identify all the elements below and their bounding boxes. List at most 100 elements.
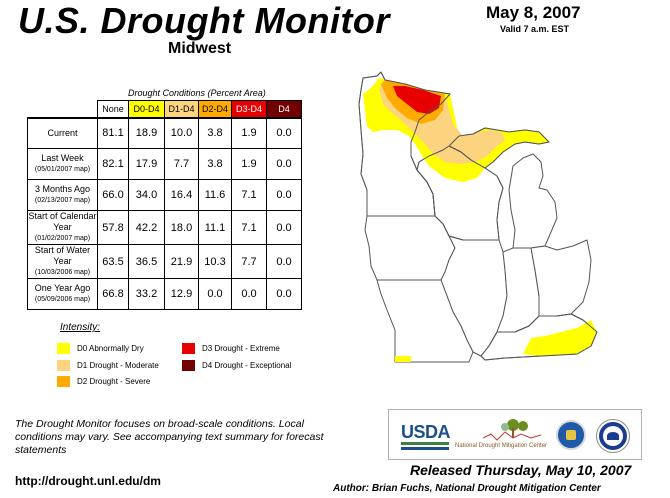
state-border-michigan-up [448, 127, 550, 169]
col-d3-d4: D3-D4 [231, 100, 267, 118]
cell: 0.0 [266, 116, 302, 149]
map-title: U.S. Drought Monitor [18, 0, 390, 41]
ndmc-label: National Drought Mitigation Center [455, 443, 548, 449]
release-date: Released Thursday, May 10, 2007 [410, 462, 632, 478]
legend-label: D1 Drought - Moderate [77, 361, 159, 370]
state-ohio [530, 239, 592, 317]
cell: 81.1 [97, 116, 129, 149]
drought-conditions-table: None D0-D4 D1-D4 D2-D4 D3-D4 D4 Current … [27, 100, 302, 310]
state-border-minnesota [358, 71, 451, 217]
row-label: 3 Months Ago (02/13/2007 map) [27, 179, 98, 211]
legend-swatch [57, 376, 70, 387]
website-link[interactable]: http://drought.unl.edu/dm [15, 474, 161, 488]
state-michigan-lp [508, 153, 558, 249]
col-d2-d4: D2-D4 [198, 100, 232, 118]
cell: 1.9 [231, 148, 267, 180]
cell: 3.8 [198, 148, 232, 180]
row-label: Current [27, 116, 98, 149]
legend-swatch [57, 343, 70, 354]
usda-logo: USDA [401, 422, 451, 442]
cell: 42.2 [128, 210, 165, 245]
cell: 17.9 [128, 148, 165, 180]
cell: 34.0 [128, 179, 165, 211]
table-row: Current 81.1 18.9 10.0 3.8 1.9 0.0 [27, 116, 302, 149]
legend-swatch [182, 343, 195, 354]
legend-label: D4 Drought - Exceptional [202, 361, 292, 370]
cell: 12.9 [164, 278, 199, 310]
table-row: One Year Ago (05/09/2006 map) 66.8 33.2 1… [27, 278, 302, 310]
state-border-kentucky [480, 313, 598, 361]
usda-stripe [401, 447, 449, 450]
region-label: Midwest [168, 40, 232, 57]
legend-item-d0: D0 Abnormally Dry [57, 343, 144, 354]
midwest-map [358, 71, 598, 363]
legend-label: D0 Abnormally Dry [77, 344, 144, 353]
table-row: Last Week (05/01/2007 map) 82.1 17.9 7.7 … [27, 148, 302, 180]
state-border-wisconsin [416, 145, 504, 241]
author-credit: Author: Brian Fuchs, National Drought Mi… [333, 483, 601, 494]
cell: 7.7 [231, 244, 267, 279]
cell: 0.0 [231, 278, 267, 310]
state-missouri [376, 279, 474, 363]
cell: 0.0 [266, 210, 302, 245]
cell: 7.7 [164, 148, 199, 180]
cell: 1.9 [231, 116, 267, 149]
header-blank [28, 101, 98, 118]
legend-label: D2 Drought - Severe [77, 377, 151, 386]
cell: 7.1 [231, 210, 267, 245]
map-date: May 8, 2007 [486, 3, 581, 22]
legend-item-d4: D4 Drought - Exceptional [182, 360, 291, 371]
table-header-row: None D0-D4 D1-D4 D2-D4 D3-D4 D4 [28, 100, 302, 118]
cell: 16.4 [164, 179, 199, 211]
ndmc-logo-icon [483, 419, 542, 441]
col-d0-d4: D0-D4 [128, 100, 165, 118]
commerce-seal-icon [556, 420, 586, 450]
table-row: Start of Water Year (10/03/2006 map) 63.5… [27, 244, 302, 279]
cell: 11.6 [198, 179, 232, 211]
logo-panel: USDA National Drought Mitigation Center [388, 409, 642, 460]
table-row: 3 Months Ago (02/13/2007 map) 66.0 34.0 1… [27, 179, 302, 211]
legend-title: Intensity: [60, 322, 101, 333]
cell: 0.0 [266, 244, 302, 279]
cell: 63.5 [97, 244, 129, 279]
cell: 0.0 [266, 278, 302, 310]
legend-item-d2: D2 Drought - Severe [57, 376, 150, 387]
row-label: Start of Water Year (10/03/2006 map) [27, 244, 98, 279]
cell: 66.0 [97, 179, 129, 211]
cell: 10.0 [164, 116, 199, 149]
valid-time: Valid 7 a.m. EST [500, 24, 570, 34]
d0-area-south [523, 320, 597, 356]
row-label: Start of Calendar Year (01/02/2007 map) [27, 210, 98, 245]
cell: 0.0 [266, 179, 302, 211]
disclaimer-note: The Drought Monitor focuses on broad-sca… [15, 418, 324, 456]
legend-swatch [182, 360, 195, 371]
d3-area [393, 86, 441, 114]
cell: 36.5 [128, 244, 165, 279]
cell: 7.1 [231, 179, 267, 211]
cell: 57.8 [97, 210, 129, 245]
cell: 11.1 [198, 210, 232, 245]
legend-label: D3 Drought - Extreme [202, 344, 280, 353]
cell: 18.0 [164, 210, 199, 245]
cell: 33.2 [128, 278, 165, 310]
legend-item-d1: D1 Drought - Moderate [57, 360, 159, 371]
cell: 18.9 [128, 116, 165, 149]
cell: 10.3 [198, 244, 232, 279]
cell: 66.8 [97, 278, 129, 310]
table-caption: Drought Conditions (Percent Area) [128, 88, 266, 98]
usda-stripe [401, 442, 449, 445]
legend-item-d3: D3 Drought - Extreme [182, 343, 280, 354]
noaa-logo-icon [597, 420, 629, 452]
cell: 3.8 [198, 116, 232, 149]
cell: 0.0 [266, 148, 302, 180]
col-d4: D4 [266, 100, 302, 118]
state-iowa [364, 215, 456, 281]
cell: 0.0 [198, 278, 232, 310]
table-row: Start of Calendar Year (01/02/2007 map) 5… [27, 210, 302, 245]
d0-area-southwest [395, 356, 411, 362]
col-d1-d4: D1-D4 [164, 100, 199, 118]
col-none: None [97, 100, 129, 118]
cell: 82.1 [97, 148, 129, 180]
legend-swatch [57, 360, 70, 371]
row-label: Last Week (05/01/2007 map) [27, 148, 98, 180]
